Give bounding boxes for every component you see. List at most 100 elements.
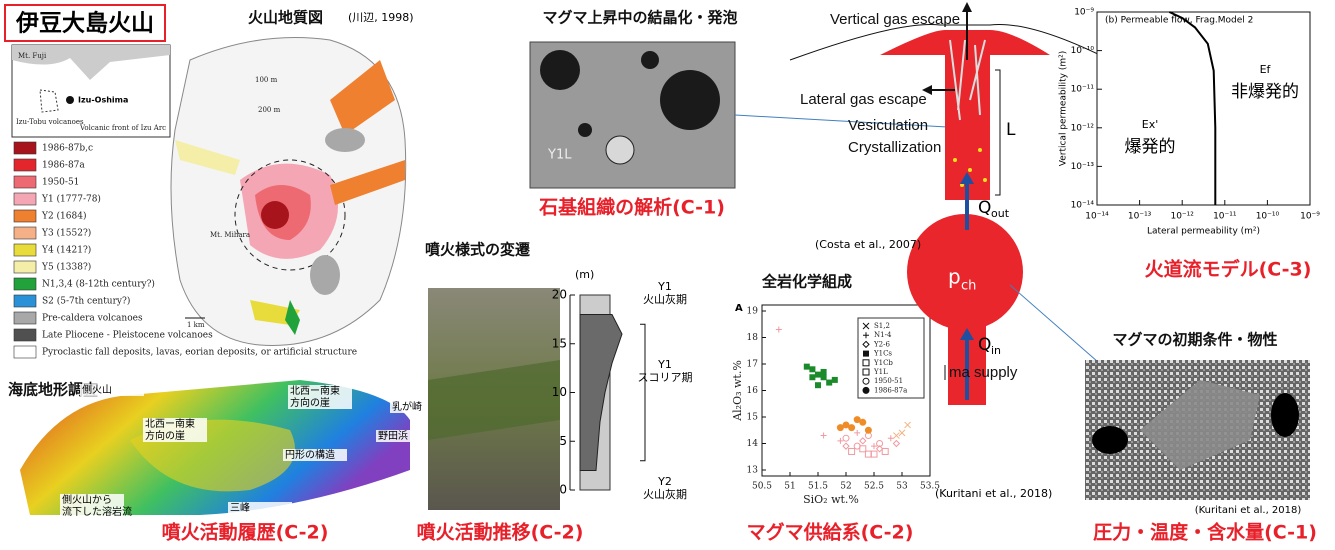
x-label: Lateral permeability (m²): [1147, 227, 1260, 237]
tick-label: 15: [552, 336, 567, 350]
legend-marker: [862, 322, 870, 330]
x-tick-label: 52: [840, 482, 851, 492]
point: [809, 366, 816, 373]
vesicle: [1271, 393, 1299, 437]
x-tick-label: 10⁻¹²: [1170, 212, 1194, 222]
point: [842, 434, 850, 442]
x-tick-label: 50.5: [752, 482, 772, 492]
label-bg: [80, 384, 144, 396]
point: [854, 429, 861, 436]
legend-marker: [862, 377, 870, 385]
point: [853, 442, 861, 450]
conduit-label: Lateral gas escape: [800, 91, 927, 108]
legend-swatch: [13, 345, 37, 359]
label-bg: [60, 506, 124, 518]
x-tick-label: 53.5: [920, 482, 940, 492]
map-label: 100 m: [255, 76, 278, 84]
point: [898, 429, 906, 437]
caption: 噴火活動履歴(C-2): [162, 521, 329, 544]
legend-label: Y1Cb: [873, 359, 893, 367]
title: 伊豆大島火山: [15, 10, 154, 37]
gas-paths: [949, 39, 986, 121]
point: [820, 432, 827, 439]
citation: (Costa et al., 2007): [815, 238, 921, 251]
point: [875, 445, 884, 453]
map-legend: 1986-87b,c 1986-87a 1950-51 Y1 (1777-78) Y2 …: [13, 141, 357, 359]
arrow-head: [960, 328, 974, 340]
map-unit: [175, 140, 240, 175]
y-tick-label: 17: [747, 360, 759, 370]
vesicle: [578, 123, 592, 137]
legend-label: 1950-51: [874, 377, 903, 385]
plot-frame: [1096, 11, 1311, 206]
point: [859, 418, 867, 426]
y-label: Al₂O₃ wt.%: [731, 360, 744, 422]
point: [842, 442, 850, 450]
chart-title: 全岩化学組成: [761, 273, 852, 291]
legend-label: 1950-51: [42, 178, 79, 188]
legend-label: N1-4: [874, 331, 892, 339]
bathy-label: 北西ー南東: [290, 384, 340, 397]
crystal: [1140, 380, 1260, 470]
unit-name: Y2: [657, 475, 672, 488]
map-unit: [330, 60, 395, 135]
legend-swatch: [13, 311, 37, 325]
legend-marker: [863, 350, 869, 357]
legend-label: Y1L: [873, 368, 888, 376]
map-title: 火山地質図: [248, 9, 323, 27]
point: [859, 437, 867, 445]
point: [831, 376, 838, 383]
unit-phase: 火山灰期: [643, 292, 687, 306]
inset-outline: [39, 89, 59, 113]
map-label: 200 m: [258, 106, 281, 114]
conduit-label: L: [1006, 120, 1016, 140]
vesicle: [641, 51, 659, 69]
point: [848, 447, 856, 455]
legend-label: Late Pliocene - Pleistocene volcanoes: [42, 331, 213, 341]
point: [826, 379, 833, 386]
arrow-head: [960, 172, 974, 184]
legend-label: S1,2: [874, 322, 890, 330]
conduit-label: ma supply: [949, 364, 1018, 381]
y-tick-label: 18: [747, 333, 759, 343]
legend-marker: [862, 359, 870, 367]
point: [815, 382, 821, 389]
legend-label: 1986-87a: [42, 161, 85, 171]
bathy-label: 北西ー南東: [145, 417, 195, 430]
unit-name: Y1: [657, 280, 672, 293]
point: [881, 447, 889, 455]
point: [876, 440, 884, 447]
inset-land: [12, 45, 170, 80]
legend-label: Y2 (1684): [41, 211, 86, 222]
tick-label: 0: [559, 483, 567, 497]
label-bg: [283, 449, 347, 461]
legend-swatch: [13, 209, 37, 223]
sem-title: マグマ上昇中の結晶化・発泡: [542, 9, 737, 27]
bathy-label: 側火山から: [62, 493, 112, 506]
map-unit: [310, 255, 340, 295]
vesicle: [1092, 426, 1128, 454]
y-tick-label: 15: [747, 413, 759, 423]
bathy-title: 海底地形調査: [8, 381, 99, 399]
caption: 圧力・温度・含水量(C-1): [1093, 521, 1317, 544]
bathy-label: 方向の崖: [290, 396, 330, 409]
point: [836, 424, 844, 432]
x-tick-label: 10⁻¹⁴: [1085, 212, 1109, 222]
connector: [734, 114, 966, 129]
x-tick-label: 53: [896, 482, 908, 492]
legend-label: Y2-6: [873, 340, 890, 348]
legend-label: 1986-87b,c: [42, 144, 93, 154]
legend-swatch: [13, 226, 37, 240]
legend-swatch: [13, 277, 37, 291]
legend-swatch: [13, 243, 37, 257]
ic-title: マグマの初期条件・物性: [1112, 331, 1277, 349]
unit-phase: 火山灰期: [643, 487, 687, 501]
point: [809, 374, 816, 381]
scatter-chart: 全岩化学組成 A 50.5 51 51.5 52 52.5 53 53.5 13 14 15 16 17 1…: [731, 273, 1052, 544]
point: [892, 439, 901, 448]
point: [859, 445, 867, 453]
arrow-head: [922, 85, 932, 95]
axis-unit: (m): [575, 268, 594, 281]
y-tick-label: 10⁻⁹: [1074, 8, 1094, 18]
map-unit: [261, 201, 289, 229]
